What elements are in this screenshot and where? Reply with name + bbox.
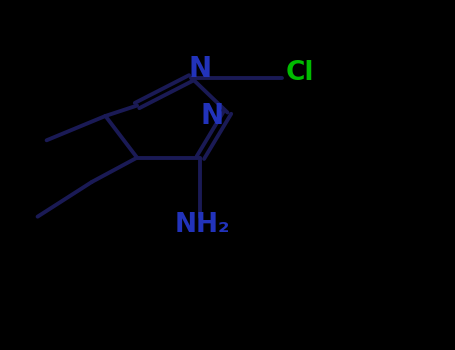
Text: Cl: Cl [286, 60, 314, 85]
Text: NH₂: NH₂ [175, 212, 230, 238]
Text: N: N [200, 102, 223, 130]
Text: N: N [189, 55, 212, 83]
